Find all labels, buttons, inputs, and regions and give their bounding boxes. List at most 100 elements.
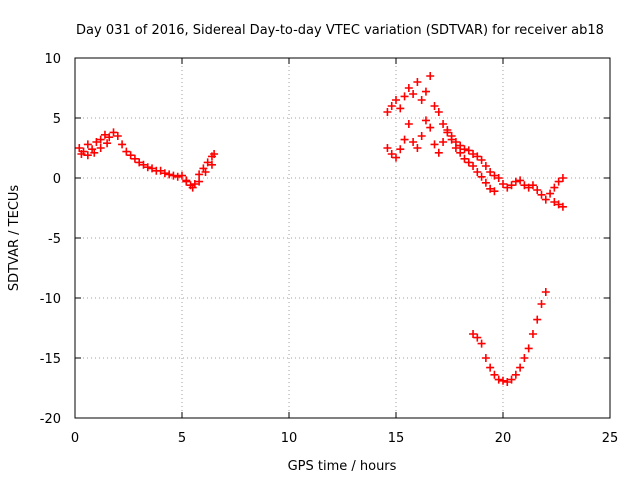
data-point xyxy=(460,154,469,163)
data-point xyxy=(83,140,92,149)
data-point xyxy=(130,154,139,163)
data-point xyxy=(409,90,418,98)
data-point xyxy=(541,195,550,204)
data-point xyxy=(383,108,392,116)
plot-frame xyxy=(74,57,611,419)
data-point xyxy=(499,376,507,385)
data-point xyxy=(430,102,439,110)
data-point xyxy=(507,375,516,384)
data-point xyxy=(148,164,157,173)
y-tick-label: 5 xyxy=(53,112,61,127)
data-point xyxy=(469,150,478,158)
x-tick-label: 5 xyxy=(178,431,186,446)
data-point xyxy=(182,176,191,185)
data-point xyxy=(113,132,122,140)
data-point xyxy=(503,378,512,386)
data-point xyxy=(100,130,109,139)
data-point xyxy=(400,135,409,144)
chart-title: Day 031 of 2016, Sidereal Day-to-day VTE… xyxy=(76,23,604,38)
data-point xyxy=(460,145,469,154)
data-point xyxy=(520,181,529,190)
data-point xyxy=(392,153,400,162)
data-point xyxy=(541,288,550,296)
data-point xyxy=(546,189,555,198)
data-point xyxy=(426,72,435,80)
data-point xyxy=(96,135,105,144)
data-point xyxy=(516,363,525,372)
x-tick-label: 10 xyxy=(281,431,298,446)
data-point xyxy=(490,171,499,180)
data-point xyxy=(387,102,396,110)
data-point xyxy=(165,170,174,179)
data-point xyxy=(477,156,486,164)
data-point xyxy=(550,183,559,192)
data-point xyxy=(558,202,567,211)
data-point xyxy=(528,181,537,190)
data-point xyxy=(409,138,418,146)
data-point xyxy=(434,108,443,116)
data-point xyxy=(383,144,392,152)
x-tick-label: 0 xyxy=(71,431,79,446)
data-point xyxy=(75,144,84,152)
x-axis-label: GPS time / hours xyxy=(288,459,397,474)
data-point xyxy=(503,183,512,192)
data-point xyxy=(92,138,101,146)
data-point xyxy=(456,141,465,150)
data-point xyxy=(207,160,216,169)
data-point xyxy=(511,370,520,379)
data-point xyxy=(201,168,210,176)
data-point xyxy=(392,96,400,104)
data-point xyxy=(477,339,486,348)
data-point xyxy=(210,150,219,158)
data-point xyxy=(469,162,478,170)
data-point xyxy=(486,168,495,176)
data-point xyxy=(109,128,118,137)
data-point xyxy=(554,200,563,209)
data-point xyxy=(404,120,413,128)
data-point xyxy=(400,92,409,101)
data-point xyxy=(195,177,204,186)
data-point xyxy=(178,171,186,180)
data-point xyxy=(105,133,114,142)
data-point xyxy=(451,144,460,152)
data-point xyxy=(481,162,490,170)
data-point xyxy=(524,183,533,192)
data-point xyxy=(486,363,495,372)
data-point xyxy=(494,375,503,384)
data-point xyxy=(490,370,499,379)
y-tick-label: 10 xyxy=(44,52,61,67)
data-point xyxy=(387,150,396,158)
data-points xyxy=(75,72,567,386)
data-point xyxy=(413,78,422,86)
data-point xyxy=(481,354,490,362)
data-point xyxy=(413,144,422,152)
data-point xyxy=(511,177,520,186)
data-point xyxy=(77,150,86,158)
data-point xyxy=(396,104,405,113)
x-tick-label: 20 xyxy=(495,431,512,446)
data-point xyxy=(537,190,546,199)
data-point xyxy=(554,177,563,186)
data-point xyxy=(533,315,542,324)
data-point xyxy=(533,186,542,194)
data-point xyxy=(469,330,478,338)
data-point xyxy=(439,120,448,128)
data-point xyxy=(90,148,99,157)
data-point xyxy=(447,135,456,144)
data-point xyxy=(477,172,486,181)
data-point xyxy=(426,123,435,132)
data-point xyxy=(421,116,430,125)
data-point xyxy=(404,84,413,92)
data-point xyxy=(520,354,529,362)
data-point xyxy=(439,138,448,146)
data-point xyxy=(139,160,148,169)
data-point xyxy=(103,139,112,148)
data-point xyxy=(169,171,178,180)
data-point xyxy=(537,300,546,308)
data-point xyxy=(126,151,135,160)
axis-ticks: 0 5 10 15 20 25 -20 -15 -10 -5 0 5 10 xyxy=(40,52,619,446)
data-point xyxy=(473,152,482,161)
data-point xyxy=(558,174,567,182)
grid xyxy=(75,58,610,418)
